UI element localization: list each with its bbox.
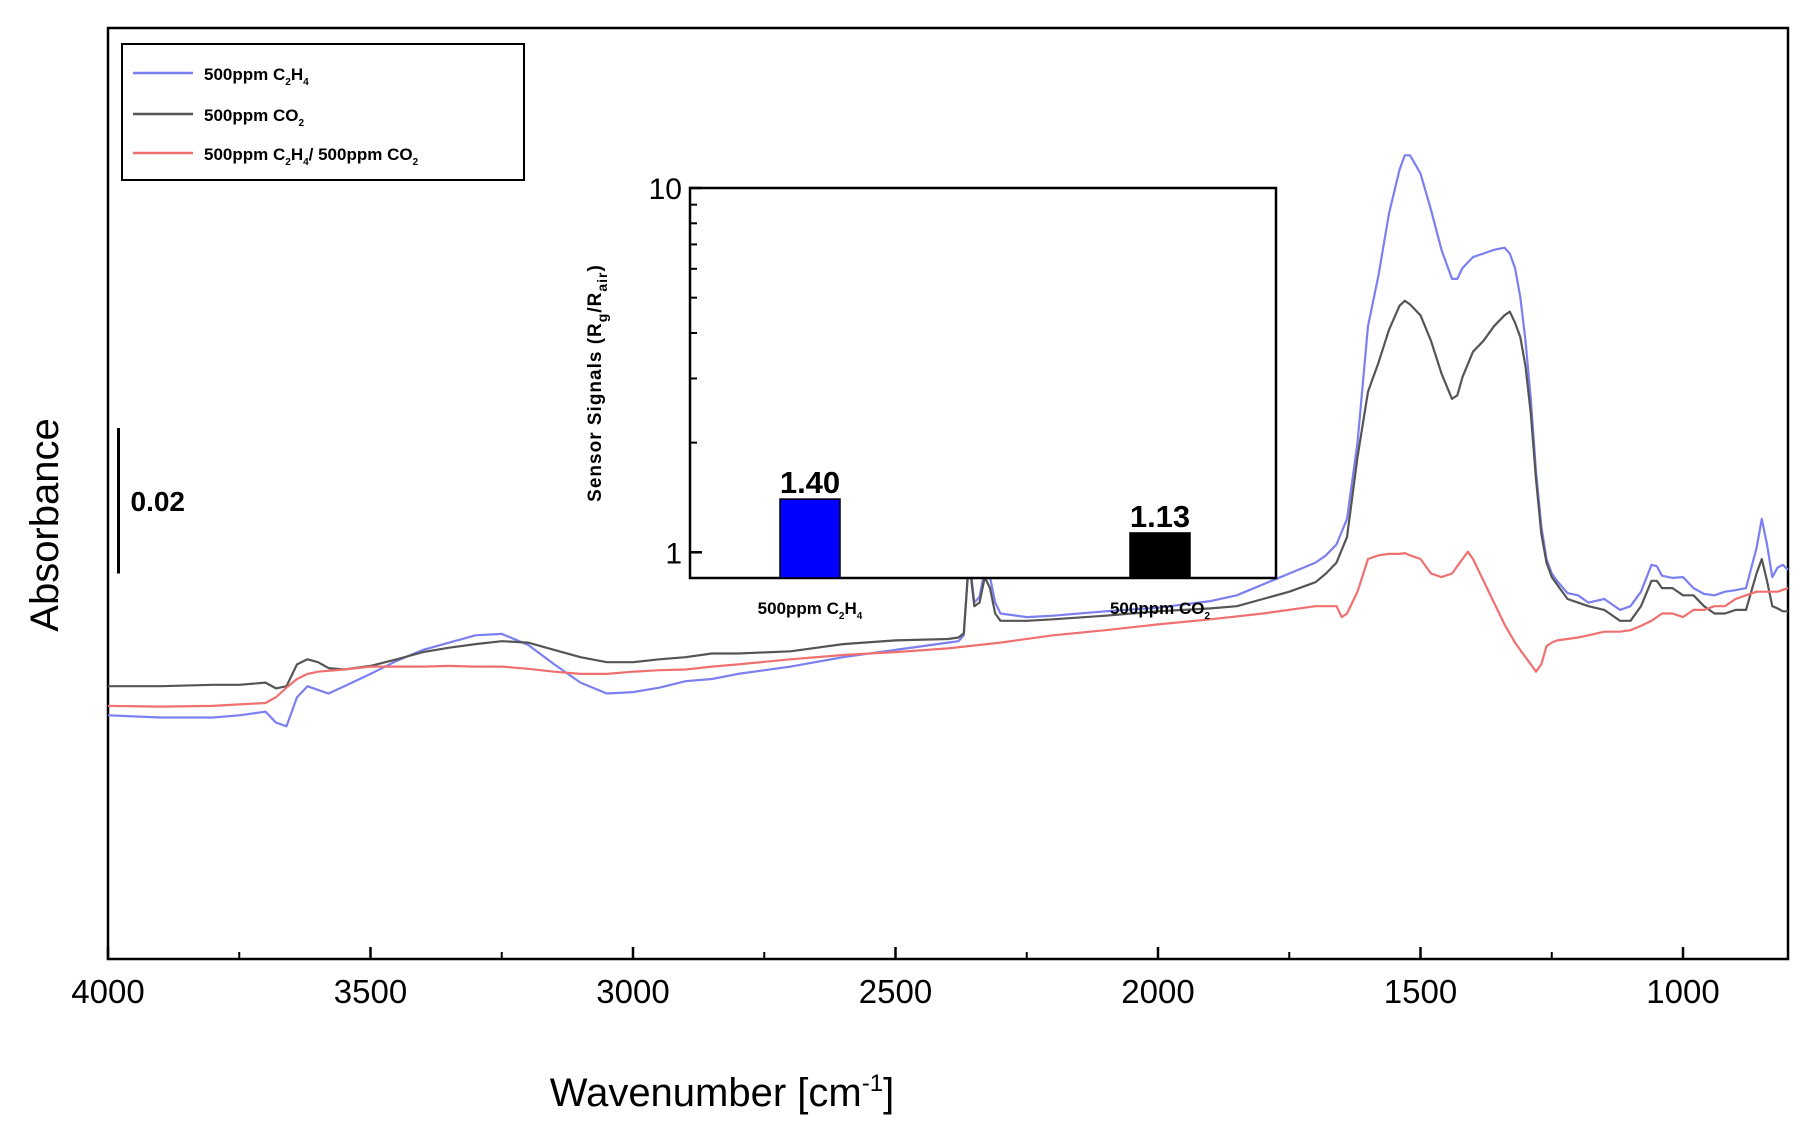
legend-sub: 2	[298, 118, 304, 129]
x-tick-label: 2000	[1121, 973, 1194, 1010]
inset-y-axis-title-text: Sensor Signals (R	[585, 322, 606, 502]
x-axis-title: Wavenumber [cm-1]	[550, 1070, 894, 1115]
inset-y-tick-label: 1	[665, 537, 682, 570]
legend-sub: 2	[413, 157, 419, 168]
inset-bar-value-label: 1.40	[780, 465, 840, 500]
inset-bar-value-label: 1.13	[1130, 499, 1190, 534]
inset-category-co2: 500ppm CO2	[1110, 599, 1210, 622]
scale-bar-label: 0.02	[131, 486, 186, 517]
x-axis-title-superscript: -1	[862, 1070, 883, 1097]
x-axis-title-close: ]	[883, 1071, 894, 1115]
main-x-tick-labels: 4000 3500 3000 2500 2000 1500 1000	[71, 973, 1719, 1010]
main-x-ticks	[106, 947, 1685, 959]
x-tick-label: 1000	[1646, 973, 1719, 1010]
x-tick-label: 4000	[71, 973, 144, 1010]
inset-cat-sub: 2	[839, 611, 845, 622]
series-line-1	[108, 299, 1788, 690]
series-line-2	[107, 550, 1789, 708]
y-axis-title: Absorbance	[23, 418, 67, 631]
legend-label-c2h4: 500ppm C2H4	[204, 65, 309, 88]
x-tick-label: 3000	[596, 973, 669, 1010]
x-axis-title-text: Wavenumber [cm	[550, 1071, 862, 1115]
inset-bar-1	[1129, 532, 1191, 579]
legend-label-co2-text: 500ppm CO	[204, 106, 298, 125]
legend-sub: 4	[303, 77, 309, 88]
legend-sub: 2	[285, 77, 291, 88]
legend-label-co2: 500ppm CO2	[204, 106, 304, 129]
inset-cat-sub: 2	[1204, 611, 1210, 622]
legend: 500ppm C2H4 500ppm CO2 500ppm C2H4/ 500p…	[121, 43, 525, 181]
series-lines	[107, 154, 1789, 728]
legend-sub: 2	[285, 157, 291, 168]
legend-box	[121, 43, 525, 181]
inset-cat-mid: H	[844, 599, 856, 618]
inset-category-co2-text: 500ppm CO	[1110, 599, 1204, 618]
x-tick-label: 3500	[334, 973, 407, 1010]
x-tick-label: 2500	[859, 973, 932, 1010]
legend-mid: H	[291, 145, 303, 164]
inset-y-sub: air	[594, 272, 610, 292]
inset-bar-0	[779, 498, 841, 579]
inset-bar-value-labels: 1.40 1.13	[780, 465, 1190, 534]
inset-category-c2h4-text: 500ppm C	[758, 599, 839, 618]
inset-y-tick-label: 10	[649, 173, 682, 206]
series-line-0	[107, 154, 1789, 728]
x-tick-label: 1500	[1384, 973, 1457, 1010]
inset-frame	[688, 186, 1278, 580]
inset-y-ticks	[690, 186, 702, 554]
inset-y-close: )	[585, 264, 606, 271]
legend-label-mixture-text: 500ppm C	[204, 145, 285, 164]
inset-y-mid: /R	[585, 292, 606, 313]
legend-label-c2h4-text: 500ppm C	[204, 65, 285, 84]
inset-bars	[779, 498, 1191, 579]
inset-y-sub: g	[594, 313, 610, 323]
legend-label-mixture: 500ppm C2H4/ 500ppm CO2	[204, 145, 419, 168]
legend-rest: / 500ppm CO	[309, 145, 413, 164]
inset-bar-chart: 110 1.401.13 500ppm C2H4 500ppm CO2 Sens…	[585, 173, 1278, 622]
inset-cat-sub: 4	[857, 611, 863, 622]
legend-sub: 4	[303, 157, 309, 168]
inset-category-c2h4: 500ppm C2H4	[758, 599, 863, 622]
inset-y-axis-title: Sensor Signals (Rg/Rair)	[585, 264, 610, 502]
legend-mid: H	[291, 65, 303, 84]
inset-y-tick-labels: 1 10	[649, 173, 682, 570]
